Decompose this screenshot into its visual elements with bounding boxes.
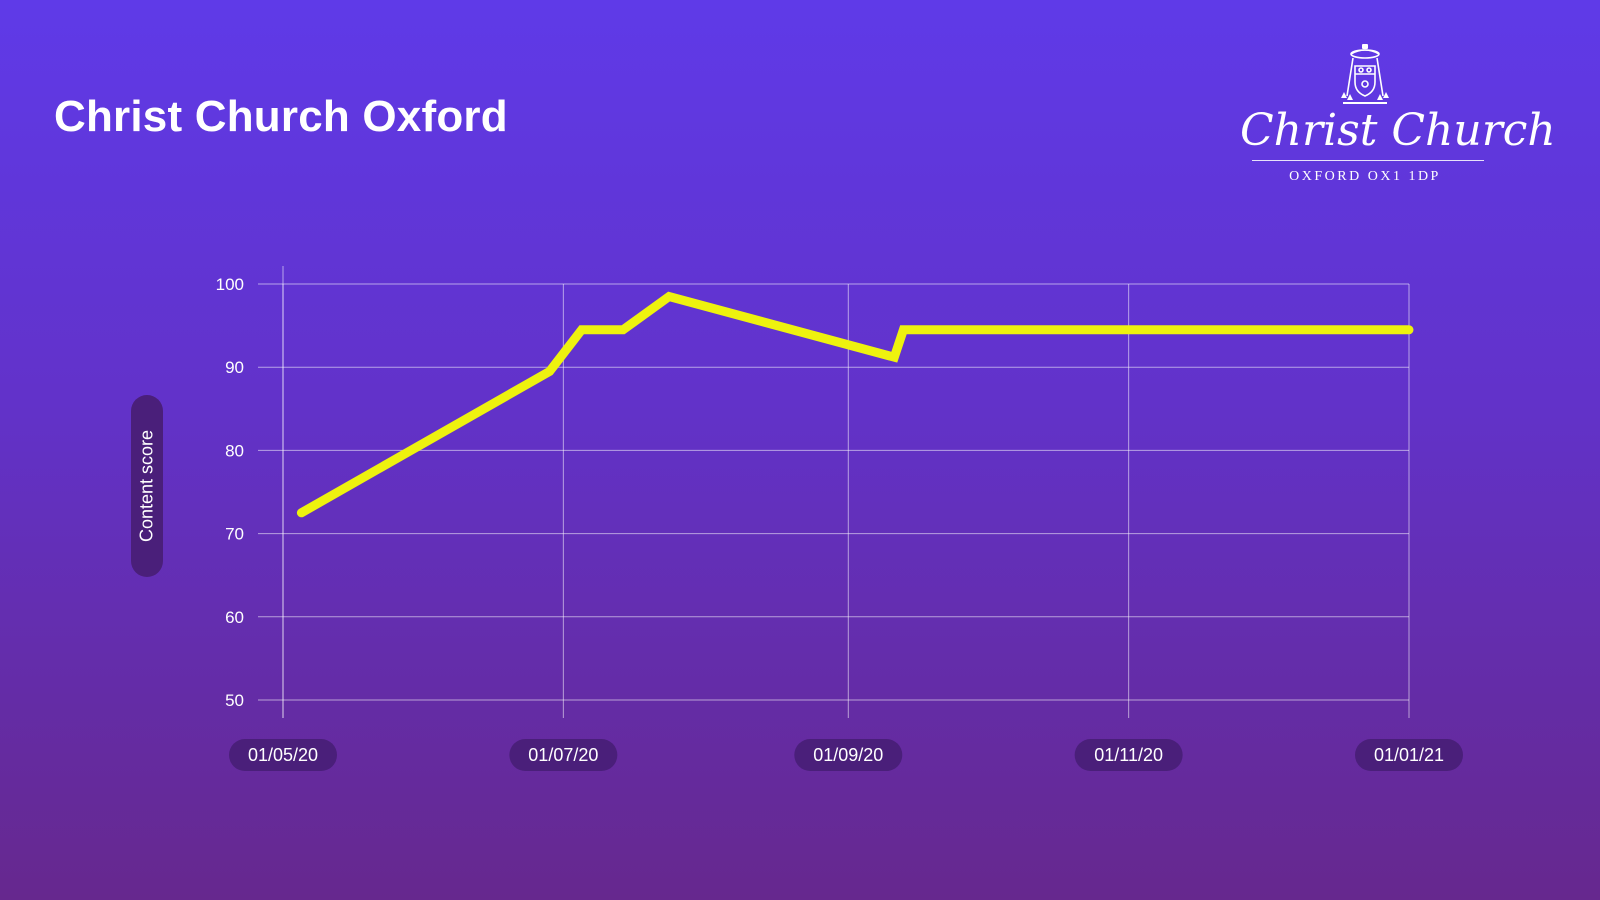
logo-divider xyxy=(1252,160,1484,161)
y-tick-label: 90 xyxy=(225,358,244,377)
coat-of-arms-icon xyxy=(1341,44,1389,104)
y-tick-label: 70 xyxy=(225,525,244,544)
x-tick-pill xyxy=(1355,739,1463,771)
series-layer xyxy=(296,291,1414,518)
x-tick-label: 01/07/20 xyxy=(528,745,598,765)
x-tick-label: 01/05/20 xyxy=(248,745,318,765)
x-tick-pill xyxy=(794,739,903,771)
y-tick-label: 60 xyxy=(225,608,244,627)
y-tick-label: 50 xyxy=(225,691,244,710)
page-title: Christ Church Oxford xyxy=(54,92,508,141)
x-tick-pill xyxy=(509,739,618,771)
grid-lines xyxy=(258,266,1410,718)
x-tick-pill xyxy=(229,739,337,771)
x-tick-label: 01/01/21 xyxy=(1374,745,1444,765)
y-tick-label: 80 xyxy=(225,441,244,460)
y-tick-label: 100 xyxy=(216,275,244,294)
series-line xyxy=(296,291,1414,518)
logo-address: OXFORD OX1 1DP xyxy=(1289,169,1441,184)
x-tick-labels: 01/05/20 01/07/20 01/09/20 01/11/20 01/01/21 xyxy=(229,739,1463,771)
y-tick-labels: 50 60 70 80 90 100 xyxy=(216,275,244,710)
x-tick-label: 01/09/20 xyxy=(813,745,883,765)
x-tick-label: 01/11/20 xyxy=(1094,745,1163,765)
y-axis-label-pill xyxy=(131,395,163,577)
x-tick-pill xyxy=(1074,739,1183,771)
